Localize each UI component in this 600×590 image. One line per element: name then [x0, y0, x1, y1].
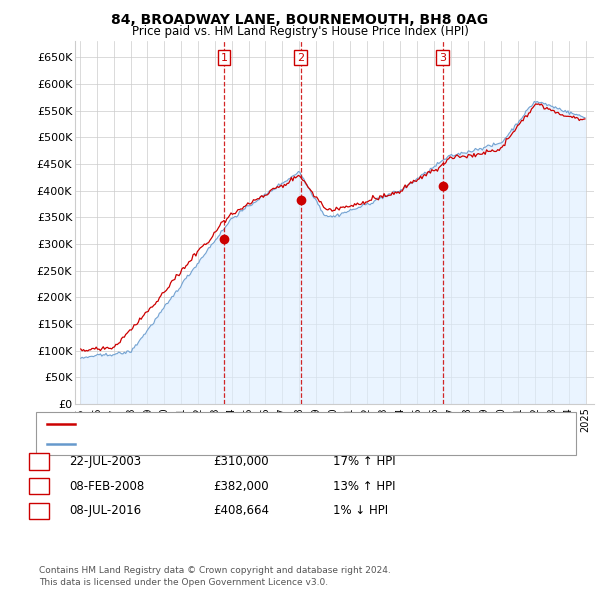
Text: 1: 1 [35, 455, 43, 468]
Text: 1: 1 [221, 53, 227, 63]
Text: 13% ↑ HPI: 13% ↑ HPI [333, 480, 395, 493]
Text: 84, BROADWAY LANE, BOURNEMOUTH, BH8 0AG: 84, BROADWAY LANE, BOURNEMOUTH, BH8 0AG [112, 13, 488, 27]
Text: Price paid vs. HM Land Registry's House Price Index (HPI): Price paid vs. HM Land Registry's House … [131, 25, 469, 38]
Text: 2: 2 [35, 480, 43, 493]
Text: 1% ↓ HPI: 1% ↓ HPI [333, 504, 388, 517]
Text: £310,000: £310,000 [213, 455, 269, 468]
Text: 22-JUL-2003: 22-JUL-2003 [69, 455, 141, 468]
Text: £382,000: £382,000 [213, 480, 269, 493]
Text: 3: 3 [35, 504, 43, 517]
Text: 3: 3 [439, 53, 446, 63]
Text: £408,664: £408,664 [213, 504, 269, 517]
Text: 08-FEB-2008: 08-FEB-2008 [69, 480, 144, 493]
Text: 17% ↑ HPI: 17% ↑ HPI [333, 455, 395, 468]
Text: HPI: Average price, detached house, Bournemouth Christchurch and Poole: HPI: Average price, detached house, Bour… [81, 439, 469, 449]
Text: Contains HM Land Registry data © Crown copyright and database right 2024.
This d: Contains HM Land Registry data © Crown c… [39, 566, 391, 587]
Text: 84, BROADWAY LANE, BOURNEMOUTH, BH8 0AG (detached house): 84, BROADWAY LANE, BOURNEMOUTH, BH8 0AG … [81, 419, 428, 429]
Text: 08-JUL-2016: 08-JUL-2016 [69, 504, 141, 517]
Text: 2: 2 [297, 53, 304, 63]
